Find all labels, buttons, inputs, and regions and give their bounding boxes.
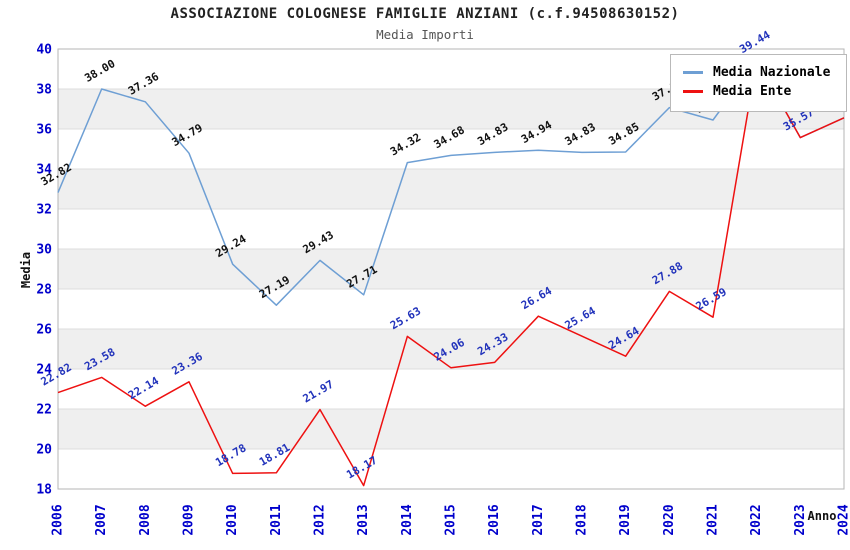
- svg-text:2012: 2012: [313, 504, 328, 535]
- series-line-media-nazionale: [57, 59, 845, 306]
- svg-text:2021: 2021: [706, 504, 721, 535]
- svg-text:38.00: 38.00: [82, 57, 117, 85]
- svg-text:2014: 2014: [400, 504, 415, 535]
- legend-item-label: Media Ente: [713, 84, 792, 99]
- svg-text:2006: 2006: [51, 504, 66, 535]
- svg-text:2015: 2015: [444, 504, 459, 535]
- svg-text:25.64: 25.64: [563, 304, 599, 332]
- x-axis-title: Anno: [808, 509, 837, 523]
- band: [58, 169, 844, 209]
- svg-text:2007: 2007: [94, 504, 109, 535]
- band: [58, 249, 844, 289]
- svg-text:22: 22: [36, 403, 52, 418]
- svg-text:40: 40: [36, 43, 52, 58]
- legend-item-label: Media Nazionale: [713, 65, 831, 80]
- legend-swatch-line-ente: [683, 90, 703, 93]
- svg-text:18: 18: [36, 483, 52, 498]
- band: [58, 329, 844, 369]
- y-axis-ticks: 40 38 36 34 32 30 28 26 24 22 20 18: [36, 43, 52, 498]
- svg-text:2024: 2024: [837, 504, 850, 535]
- svg-text:2017: 2017: [531, 504, 546, 535]
- x-axis-ticks: 2006 2007 2008 2009 2010 2011 2012 2013 2014 2015…: [51, 504, 850, 535]
- chart-title: ASSOCIAZIONE COLOGNESE FAMIGLIE ANZIANI …: [170, 6, 680, 22]
- svg-text:34.32: 34.32: [388, 131, 423, 159]
- legend-item-media-nazionale: Media Nazionale: [683, 65, 836, 80]
- svg-text:2023: 2023: [793, 504, 808, 535]
- svg-text:2020: 2020: [662, 504, 677, 535]
- chart-subtitle: Media Importi: [376, 27, 474, 42]
- svg-text:20: 20: [36, 443, 52, 458]
- svg-text:36: 36: [36, 123, 52, 138]
- svg-text:34: 34: [36, 163, 52, 178]
- svg-text:21.97: 21.97: [301, 378, 336, 406]
- svg-text:22.14: 22.14: [126, 374, 162, 402]
- svg-text:38: 38: [36, 83, 52, 98]
- svg-text:18.17: 18.17: [344, 454, 379, 482]
- svg-text:2016: 2016: [487, 504, 502, 535]
- legend: Media Nazionale Media Ente: [670, 54, 847, 112]
- svg-text:2008: 2008: [138, 504, 153, 535]
- svg-text:28: 28: [36, 283, 52, 298]
- svg-text:32: 32: [36, 203, 52, 218]
- svg-text:2022: 2022: [749, 504, 764, 535]
- svg-text:2019: 2019: [618, 504, 633, 535]
- series-line-media-ente: [57, 59, 845, 487]
- plot-border: [57, 48, 845, 490]
- y-axis-title: Media: [19, 252, 33, 288]
- legend-item-media-ente: Media Ente: [683, 84, 836, 99]
- svg-text:2009: 2009: [182, 504, 197, 535]
- svg-text:2018: 2018: [575, 504, 590, 535]
- svg-text:30: 30: [36, 243, 52, 258]
- band: [58, 409, 844, 449]
- svg-text:2013: 2013: [356, 504, 371, 535]
- svg-text:25.63: 25.63: [388, 304, 423, 332]
- svg-text:2010: 2010: [225, 504, 240, 535]
- legend-swatch-line-nazionale: [683, 71, 703, 74]
- svg-text:24: 24: [36, 363, 52, 378]
- svg-text:2011: 2011: [269, 504, 284, 535]
- svg-text:26: 26: [36, 323, 52, 338]
